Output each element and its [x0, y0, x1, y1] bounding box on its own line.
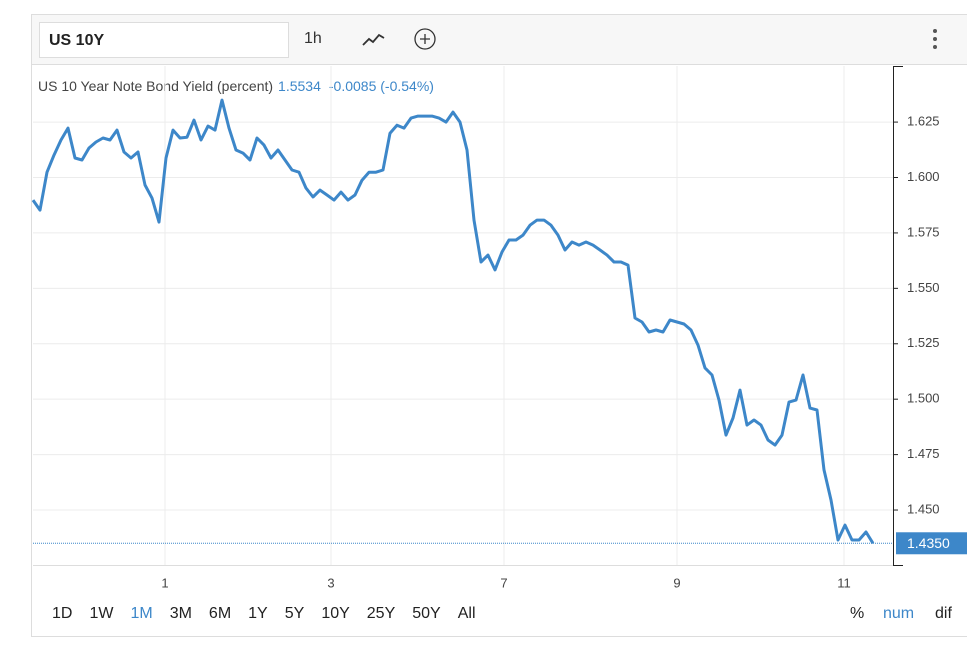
frame	[31, 14, 967, 637]
last-price-label: 1.4350	[907, 535, 950, 551]
range-button[interactable]: 1W	[89, 605, 114, 622]
range-button[interactable]: 25Y	[367, 605, 396, 622]
range-button[interactable]: 10Y	[321, 605, 350, 622]
last-price-tag	[896, 532, 967, 555]
range-button[interactable]: 50Y	[412, 605, 441, 622]
y-tick-label: 1.500	[907, 391, 940, 406]
symbol-text: US 10Y	[49, 32, 104, 49]
x-tick-label: 7	[500, 575, 507, 590]
range-button[interactable]: 5Y	[285, 605, 305, 622]
y-tick-label: 1.550	[907, 280, 940, 295]
x-tick-label: 9	[673, 575, 680, 590]
y-tick-label: 1.450	[907, 501, 940, 516]
menu-icon[interactable]	[933, 29, 937, 49]
legend-title: US 10 Year Note Bond Yield (percent)	[38, 78, 273, 94]
y-tick-label: 1.525	[907, 335, 940, 350]
mode-button[interactable]: num	[883, 605, 914, 622]
mode-button[interactable]: dif	[935, 605, 952, 622]
chart-type-icon[interactable]	[362, 33, 385, 46]
symbol-input[interactable]	[39, 22, 289, 58]
range-button[interactable]: All	[458, 605, 476, 622]
add-indicator-icon[interactable]	[414, 28, 436, 50]
range-button[interactable]: 1D	[52, 605, 72, 622]
price-line	[31, 98, 875, 545]
y-tick-label: 1.475	[907, 446, 940, 461]
x-tick-label: 3	[327, 575, 334, 590]
range-button[interactable]: 1Y	[248, 605, 268, 622]
range-button[interactable]: 1M	[130, 605, 152, 622]
add-indicator-plus	[420, 34, 430, 44]
y-tick-label: 1.600	[907, 169, 940, 184]
mode-button[interactable]: %	[850, 605, 864, 622]
legend-change: -0.0085 (-0.54%)	[329, 78, 434, 94]
y-tick-label: 1.575	[907, 224, 940, 239]
legend: US 10 Year Note Bond Yield (percent) 1.55…	[38, 78, 434, 94]
x-tick-label: 11	[837, 575, 851, 590]
interval-button[interactable]: 1h	[304, 30, 322, 47]
range-button[interactable]: 6M	[209, 605, 231, 622]
legend-value: 1.5534	[278, 78, 321, 94]
range-button[interactable]: 3M	[170, 605, 192, 622]
x-tick-label: 1	[161, 575, 168, 590]
y-tick-label: 1.625	[907, 114, 940, 129]
